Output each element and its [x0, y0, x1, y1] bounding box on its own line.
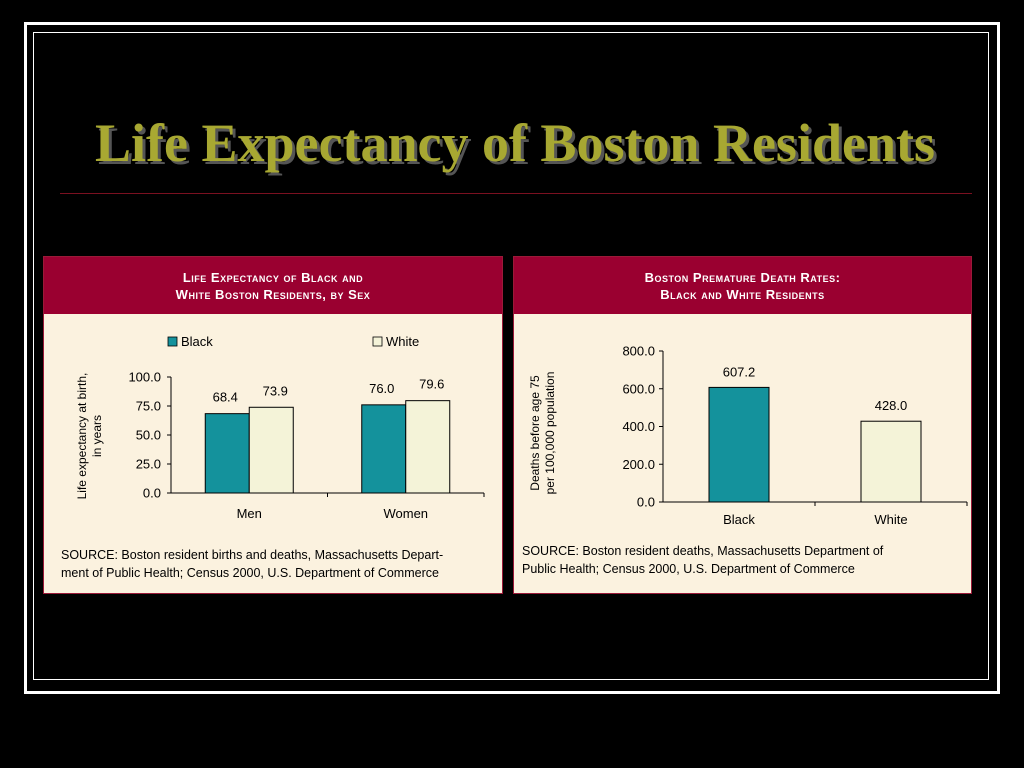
y-tick-label: 600.0 — [622, 381, 655, 396]
slide-title: Life Expectancy of Boston Residents — [95, 113, 935, 173]
y-tick-label: 0.0 — [143, 486, 161, 501]
death-rates-title-line1: Boston Premature Death Rates: — [644, 269, 841, 285]
bar-white-women — [405, 400, 451, 494]
y-tick-label: 100.0 — [128, 370, 161, 385]
legend-swatch-white — [372, 336, 383, 347]
bar-black — [708, 386, 770, 503]
data-label: 68.4 — [213, 390, 238, 405]
chart-legend: Black White — [167, 334, 419, 349]
y-axis-label-line2: in years — [90, 415, 104, 457]
y-axis-label-line1: Life expectancy at birth, — [75, 373, 89, 500]
death-rates-title-line2: Black and White Residents — [660, 286, 825, 302]
data-label: 79.6 — [419, 377, 444, 392]
x-tick-label: Women — [383, 506, 428, 521]
life-expectancy-panel-header: Life Expectancy of Black and White Bosto… — [44, 257, 502, 314]
slide-inner-frame — [33, 32, 989, 680]
source-line2: Public Health; Census 2000, U.S. Departm… — [522, 562, 855, 576]
source-line2: ment of Public Health; Census 2000, U.S.… — [61, 566, 439, 580]
death-rates-chart: Deaths before age 75 per 100,000 populat… — [528, 344, 968, 527]
data-label: 76.0 — [369, 381, 394, 396]
source-line1: SOURCE: Boston resident deaths, Massachu… — [522, 544, 884, 558]
bar-black-women — [361, 404, 407, 494]
life-expectancy-title-line2: White Boston Residents, by Sex — [175, 286, 371, 302]
life-expectancy-chart: Black White Life expectancy at birth, in… — [75, 334, 485, 521]
y-axis-label: Deaths before age 75 per 100,000 populat… — [528, 372, 557, 495]
legend-swatch-black — [167, 336, 178, 347]
y-tick-label: 800.0 — [622, 344, 655, 359]
data-label: 73.9 — [263, 383, 288, 398]
y-tick-label: 400.0 — [622, 419, 655, 434]
x-tick-label: Black — [723, 512, 755, 527]
y-tick-label: 25.0 — [136, 457, 161, 472]
death-rates-panel: Boston Premature Death Rates: Black and … — [513, 256, 972, 594]
y-tick-label: 0.0 — [637, 495, 655, 510]
bar-white — [860, 420, 922, 503]
death-rates-panel-header: Boston Premature Death Rates: Black and … — [514, 257, 971, 314]
y-axis-label-line2: per 100,000 population — [543, 372, 557, 495]
title-divider — [60, 193, 972, 194]
y-tick-label: 75.0 — [136, 399, 161, 414]
y-tick-label: 50.0 — [136, 428, 161, 443]
source-line1: SOURCE: Boston resident births and death… — [61, 548, 444, 562]
death-rates-source: SOURCE: Boston resident deaths, Massachu… — [522, 542, 883, 578]
y-tick-label: 200.0 — [622, 457, 655, 472]
bar-white-men — [248, 406, 294, 494]
x-tick-label: White — [874, 512, 907, 527]
legend-label-black: Black — [181, 334, 213, 349]
x-tick-label: Men — [237, 506, 262, 521]
data-label: 607.2 — [723, 364, 756, 379]
life-expectancy-panel: Life Expectancy of Black and White Bosto… — [43, 256, 503, 594]
legend-label-white: White — [386, 334, 419, 349]
life-expectancy-title-line1: Life Expectancy of Black and — [182, 269, 364, 285]
y-axis-label-line1: Deaths before age 75 — [528, 375, 542, 491]
y-axis-label: Life expectancy at birth, in years — [75, 373, 104, 500]
data-label: 428.0 — [875, 398, 908, 413]
slide-outer-frame — [24, 22, 1000, 694]
life-expectancy-source: SOURCE: Boston resident births and death… — [61, 546, 443, 582]
bar-black-men — [204, 413, 250, 494]
